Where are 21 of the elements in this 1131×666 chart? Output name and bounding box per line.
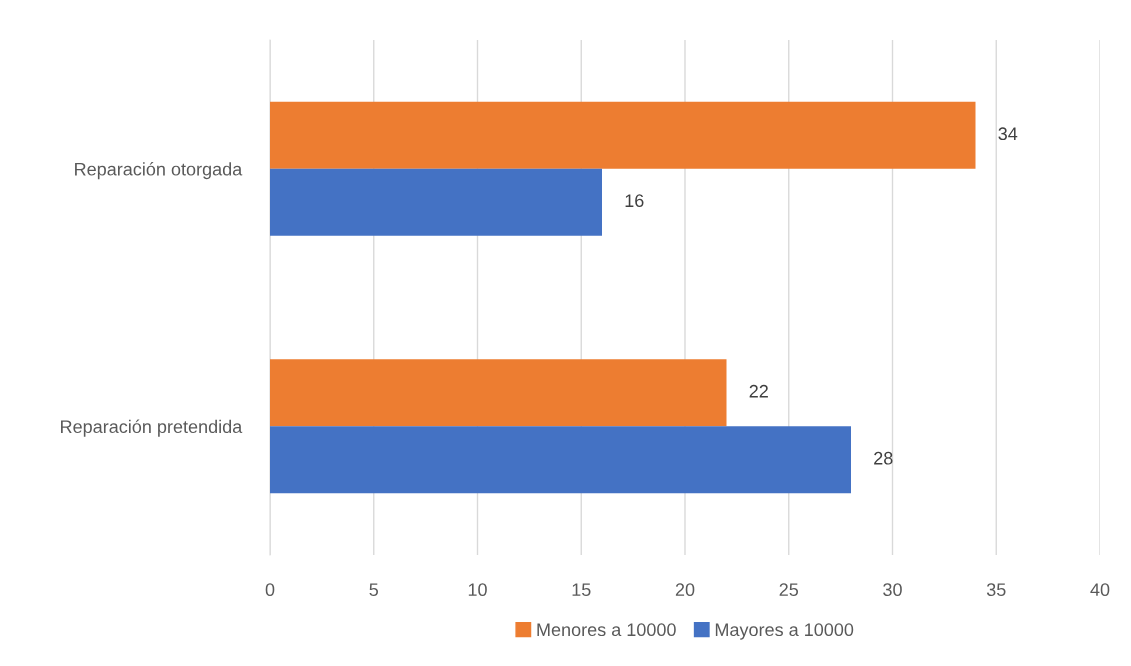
legend-label: Mayores a 10000 bbox=[715, 623, 854, 640]
x-tick-label: 40 bbox=[1090, 583, 1110, 597]
legend-label: Menores a 10000 bbox=[537, 623, 676, 637]
x-tick-label: 35 bbox=[986, 583, 1006, 597]
bar bbox=[270, 101, 976, 169]
x-tick-label: 20 bbox=[675, 583, 695, 597]
data-label: 16 bbox=[625, 194, 644, 208]
data-label: 28 bbox=[874, 451, 893, 465]
data-label: 22 bbox=[749, 384, 768, 398]
x-tick-label: 0 bbox=[265, 583, 275, 597]
y-tick-label: Reparación otorgada bbox=[75, 162, 243, 180]
x-tick-label: 10 bbox=[468, 583, 487, 597]
bar bbox=[270, 168, 602, 236]
bar bbox=[270, 359, 727, 427]
x-tick-label: 25 bbox=[779, 583, 799, 597]
x-tick-label: 15 bbox=[572, 583, 591, 597]
x-tick-label: 30 bbox=[883, 583, 902, 597]
bar bbox=[270, 426, 851, 494]
x-tick-label: 5 bbox=[369, 583, 379, 597]
y-tick-label: Reparación pretendida bbox=[61, 419, 243, 437]
data-label: 34 bbox=[998, 127, 1018, 141]
